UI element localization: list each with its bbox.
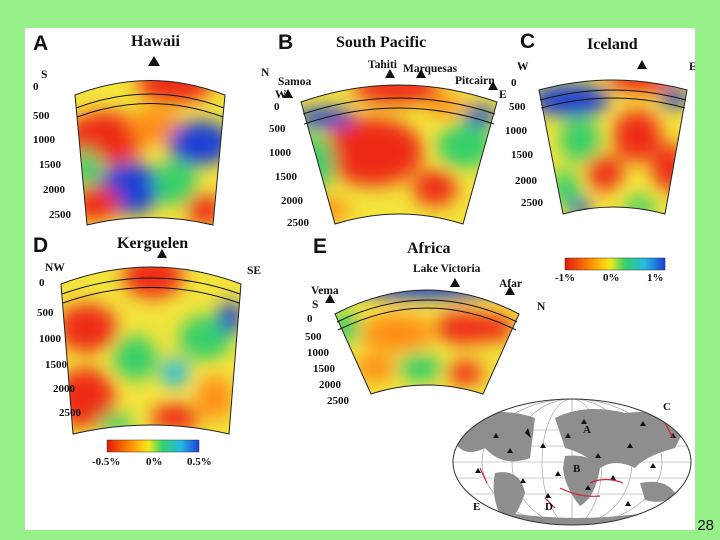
map-label: A (583, 424, 591, 436)
slide-number: 28 (697, 517, 714, 534)
edge-label-left: W (517, 61, 529, 73)
panel-b: B South Pacific Samoa Tahiti Marquesas P… (269, 31, 507, 229)
hotspot-marker-icon (148, 56, 160, 66)
colorbar-tick: 0% (146, 456, 163, 468)
depth-tick: 1000 (505, 125, 528, 137)
colorbar-tick: 0.5% (187, 456, 212, 468)
depth-tick: 0 (274, 101, 280, 113)
colorbar-tick: 0% (603, 272, 620, 284)
map-label: C (663, 401, 671, 413)
hotspot-marker-icon (416, 69, 426, 78)
panel-e: E Africa Vema Lake Victoria Afar S N 0 5… (305, 235, 546, 407)
depth-tick: 500 (37, 307, 54, 319)
panel-letter: C (520, 30, 535, 53)
depth-tick: 1500 (45, 359, 68, 371)
depth-tick: 1000 (307, 347, 330, 359)
depth-tick: 2000 (281, 195, 304, 207)
edge-label-right: N (537, 301, 546, 313)
depth-tick: 0 (33, 81, 39, 93)
panel-c: C Iceland W E 0 500 1000 1500 2000 2500 (505, 30, 695, 215)
panel-letter: A (33, 32, 48, 55)
edge-label-right: E (689, 61, 695, 73)
edge-label-left: W (275, 89, 287, 101)
depth-tick: 2000 (43, 184, 66, 196)
panel-title: Kerguelen (117, 235, 188, 252)
edge-label-right: E (499, 89, 507, 101)
colorbar-top (564, 257, 666, 271)
depth-tick: 500 (33, 110, 50, 122)
depth-tick: 0 (39, 277, 45, 289)
depth-tick: 500 (269, 123, 286, 135)
colorbar-tick: -0.5% (92, 456, 120, 468)
panel-letter: B (278, 31, 293, 54)
depth-tick: 2500 (49, 209, 72, 221)
edge-label-right: SE (247, 265, 261, 277)
site-label: Samoa (278, 76, 311, 88)
edge-label-right: N (261, 67, 270, 79)
panel-title: Africa (407, 240, 451, 257)
hotspot-marker-icon (283, 89, 293, 98)
colorbar-bottom (106, 439, 200, 453)
depth-tick: 2500 (59, 407, 82, 419)
panel-title: Iceland (587, 36, 638, 53)
depth-tick: 1500 (511, 149, 534, 161)
depth-tick: 2500 (521, 197, 544, 209)
depth-tick: 1000 (39, 333, 62, 345)
hotspot-marker-icon (505, 286, 515, 295)
depth-tick: 500 (509, 101, 526, 113)
depth-tick: 2000 (319, 379, 342, 391)
hotspot-marker-icon (637, 60, 647, 69)
panel-title: Hawaii (131, 33, 180, 50)
panel-letter: E (313, 235, 327, 258)
world-map-inset: A B C D E (452, 398, 692, 526)
colorbar-tick: 1% (647, 272, 664, 284)
edge-label-left: NW (45, 262, 65, 274)
depth-tick: 500 (305, 331, 322, 343)
depth-tick: 2000 (53, 383, 76, 395)
panel-a: A Hawaii S N 0 500 1000 1500 2000 2500 (33, 32, 270, 226)
site-label: Vema (311, 285, 339, 297)
panel-letter: D (33, 234, 48, 257)
depth-tick: 2500 (287, 217, 310, 229)
figure-panel: A Hawaii S N 0 500 1000 1500 2000 2500 B… (25, 28, 695, 530)
depth-tick: 1500 (313, 363, 336, 375)
panel-title: South Pacific (336, 34, 426, 51)
depth-tick: 1000 (269, 147, 292, 159)
hotspot-marker-icon (488, 81, 498, 90)
edge-label-left: S (41, 69, 47, 81)
depth-tick: 1500 (39, 159, 62, 171)
site-label: Tahiti (368, 59, 398, 71)
depth-tick: 2500 (327, 395, 350, 407)
depth-tick: 0 (511, 77, 517, 89)
depth-tick: 1000 (33, 134, 56, 146)
site-label: Pitcairn (455, 75, 495, 87)
edge-label-left: S (312, 299, 318, 311)
map-label: B (573, 463, 581, 475)
site-label: Marquesas (403, 63, 458, 75)
hotspot-marker-icon (325, 294, 335, 303)
depth-tick: 1500 (275, 171, 298, 183)
map-label: E (473, 501, 480, 513)
map-label: D (545, 501, 553, 513)
panel-d: D Kerguelen NW SE 0 500 1000 1500 2000 2… (33, 234, 261, 468)
depth-tick: 2000 (515, 175, 538, 187)
site-label: Afar (499, 278, 522, 290)
hotspot-marker-icon (157, 249, 167, 258)
hotspot-marker-icon (385, 69, 395, 78)
depth-tick: 0 (307, 313, 313, 325)
hotspot-marker-icon (450, 278, 460, 287)
colorbar-top-group: -1% 0% 1% (555, 257, 666, 284)
site-label: Lake Victoria (413, 263, 481, 275)
colorbar-tick: -1% (555, 272, 575, 284)
